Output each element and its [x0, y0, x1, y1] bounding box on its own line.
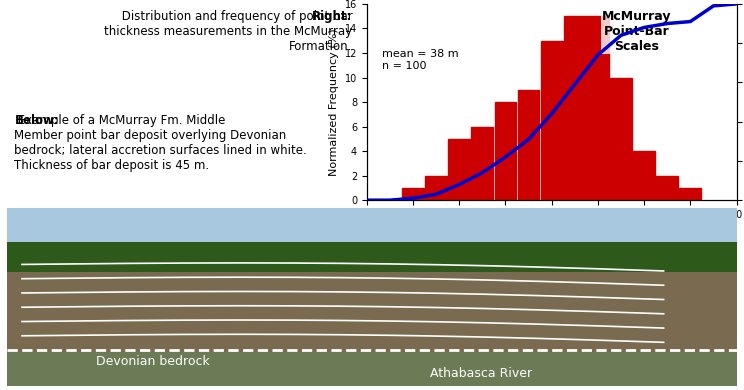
Bar: [656, 176, 678, 200]
Bar: [564, 16, 586, 200]
Text: Distribution and frequency of point bar
thickness measurements in the McMurray
F: Distribution and frequency of point bar …: [104, 10, 353, 53]
Bar: [495, 102, 516, 200]
Text: Example of a McMurray Fm. Middle
Member point bar deposit overlying Devonian
bed: Example of a McMurray Fm. Middle Member …: [14, 114, 307, 172]
Text: Devonian bedrock: Devonian bedrock: [97, 355, 210, 368]
Text: Right:: Right:: [312, 10, 353, 23]
Bar: [587, 16, 609, 200]
Bar: [472, 127, 493, 200]
Bar: [610, 78, 632, 200]
Bar: [518, 90, 539, 200]
Text: Athabasca River: Athabasca River: [430, 367, 533, 380]
Bar: [633, 151, 655, 200]
Text: Below:: Below:: [14, 114, 60, 127]
Bar: [426, 176, 447, 200]
Bar: [449, 139, 470, 200]
Bar: [679, 188, 701, 200]
Bar: [541, 41, 562, 200]
Y-axis label: Normalized Frequency (%): Normalized Frequency (%): [329, 28, 339, 176]
Bar: [7, 268, 737, 354]
X-axis label: Point-Bar Thickness (m): Point-Bar Thickness (m): [486, 225, 618, 236]
Bar: [7, 241, 737, 272]
Bar: [7, 207, 737, 243]
Text: McMurray
Point-Bar
Scales: McMurray Point-Bar Scales: [602, 10, 672, 53]
Text: mean = 38 m
n = 100: mean = 38 m n = 100: [382, 49, 458, 71]
Bar: [7, 352, 737, 386]
Bar: [403, 188, 424, 200]
